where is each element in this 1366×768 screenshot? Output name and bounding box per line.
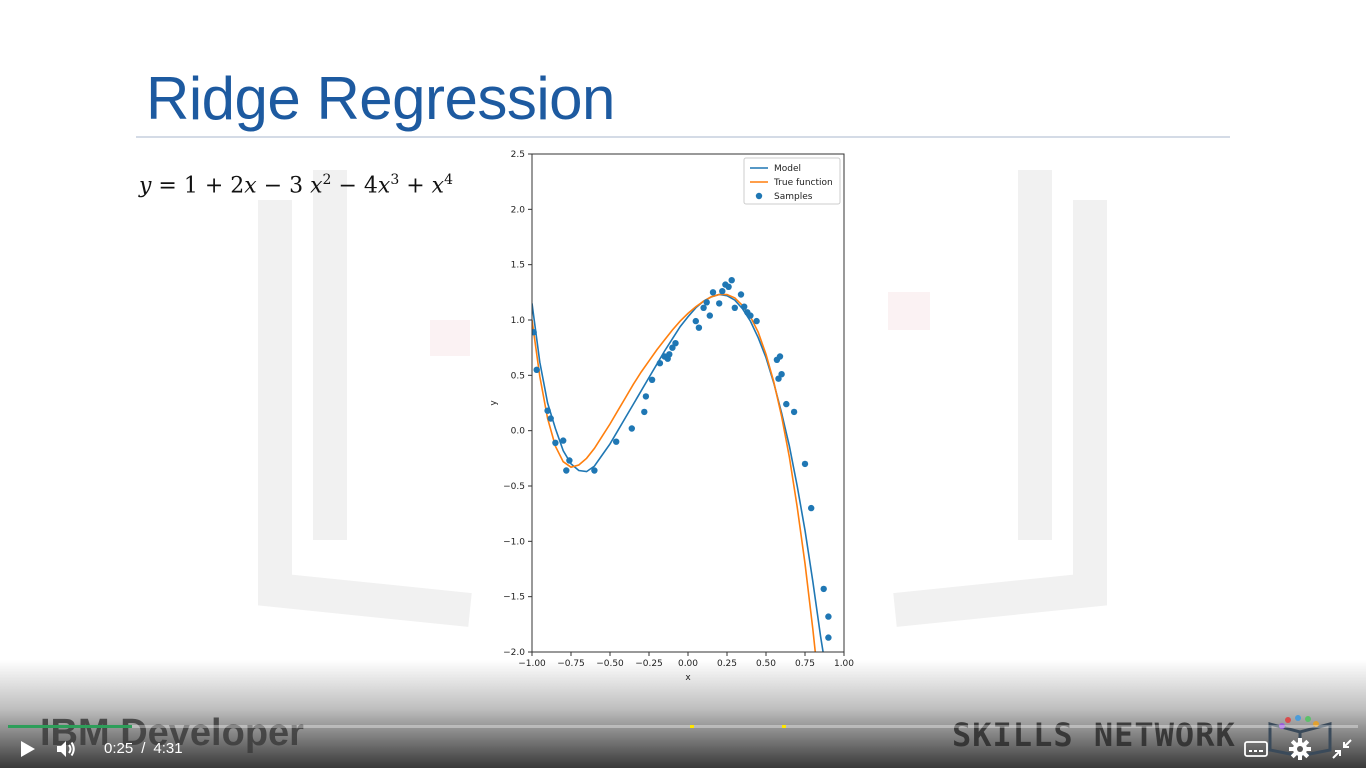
exit-fullscreen-icon[interactable]: [1330, 737, 1354, 761]
sample-point: [532, 329, 537, 336]
legend-label: Samples: [774, 192, 813, 202]
sample-point: [656, 360, 664, 367]
chart-legend: Model True function Samples: [743, 157, 841, 205]
time-separator: /: [141, 740, 146, 757]
sample-point: [778, 371, 785, 378]
sample-point: [641, 408, 648, 416]
eq-power-2: 2: [322, 172, 332, 188]
settings-icon[interactable]: [1288, 737, 1312, 761]
sample-point: [700, 304, 707, 311]
plot-area: [532, 154, 844, 652]
video-controls: [0, 660, 1366, 768]
sample-point: [801, 460, 809, 468]
sample-point: [716, 300, 723, 307]
sample-point: [808, 504, 815, 512]
sample-point: [737, 291, 745, 298]
eq-part-2: − 3: [256, 173, 311, 199]
sample-point: [547, 415, 554, 422]
series-line-true-function: [532, 293, 817, 652]
sample-point: [613, 438, 620, 445]
volume-icon[interactable]: [54, 737, 78, 761]
sample-point: [725, 283, 732, 290]
sample-point: [825, 613, 832, 620]
y-tick-label: 1.0: [511, 316, 526, 326]
sample-point: [591, 467, 598, 474]
sample-point: [775, 375, 782, 382]
eq-power-4: 4: [444, 172, 453, 188]
title-divider: [136, 136, 1230, 138]
eq-power-3: 3: [390, 172, 400, 188]
legend-label: Model: [774, 164, 801, 174]
sample-point: [648, 376, 656, 383]
y-tick-label: 1.5: [511, 261, 525, 271]
play-icon[interactable]: [15, 737, 39, 761]
legend-box: [743, 157, 841, 205]
sample-point: [533, 366, 540, 373]
y-tick-label: 0.0: [511, 427, 526, 437]
y-tick-label: −0.5: [503, 482, 525, 492]
y-tick-label: −2.0: [503, 648, 525, 658]
y-axis-label: y: [489, 400, 499, 406]
sample-point: [544, 407, 551, 414]
sample-point: [776, 353, 784, 360]
y-tick-label: −1.0: [503, 537, 525, 547]
sample-point: [731, 304, 738, 311]
sample-point: [560, 437, 567, 444]
sample-point: [642, 393, 650, 400]
sample-point: [666, 351, 673, 358]
sample-point: [552, 439, 559, 446]
eq-x3: x: [377, 173, 391, 199]
eq-part-1: = 1 + 2: [151, 173, 245, 199]
sample-point: [820, 585, 827, 593]
current-time: 0:25: [104, 740, 134, 757]
sample-point: [709, 289, 717, 296]
sample-point: [747, 312, 754, 319]
sample-point: [825, 634, 832, 641]
eq-x2: x: [310, 173, 323, 199]
ibm-developer-watermark: IBM Developer: [40, 712, 304, 754]
eq-x1: x: [244, 173, 257, 199]
plot-content: [532, 277, 832, 652]
sample-point: [695, 324, 703, 331]
y-tick-label: 2.5: [511, 150, 525, 160]
y-tick-label: 0.5: [511, 371, 525, 381]
sample-point: [783, 400, 790, 408]
progress-bar[interactable]: [8, 725, 1358, 728]
chapter-marker[interactable]: [690, 725, 695, 728]
y-tick-label: −1.5: [503, 593, 525, 603]
sample-point: [669, 344, 676, 351]
sample-point: [703, 299, 710, 306]
eq-x4: x: [431, 173, 445, 199]
sample-point: [563, 467, 570, 474]
sample-point: [741, 303, 748, 310]
sample-point: [672, 340, 679, 347]
sample-point: [628, 425, 635, 432]
slide-title: Ridge Regression: [146, 65, 615, 132]
sample-point: [719, 288, 726, 295]
skills-network-watermark: SKILLS NETWORK: [952, 716, 1236, 754]
captions-icon[interactable]: [1244, 737, 1268, 761]
sample-point: [706, 312, 713, 319]
time-display: 0:25 / 4:31: [104, 740, 191, 757]
sample-point: [790, 408, 798, 416]
eq-part-4: +: [399, 173, 432, 199]
sample-point: [728, 277, 735, 284]
sample-point: [753, 317, 760, 325]
eq-y: y: [139, 173, 152, 199]
duration: 4:31: [153, 740, 183, 757]
sample-point: [692, 317, 699, 325]
chapter-marker[interactable]: [782, 725, 787, 728]
legend-label: True function: [773, 178, 833, 188]
regression-chart: −1.00−0.75−0.50−0.250.000.250.500.751.00…: [489, 150, 854, 683]
eq-part-3: − 4: [331, 173, 378, 199]
y-tick-label: 2.0: [511, 205, 526, 215]
polynomial-equation: y = 1 + 2x − 3 x2 − 4x3 + x4: [139, 172, 453, 198]
legend-swatch: [755, 192, 763, 200]
progress-played: [8, 725, 133, 728]
sample-point: [566, 457, 573, 464]
